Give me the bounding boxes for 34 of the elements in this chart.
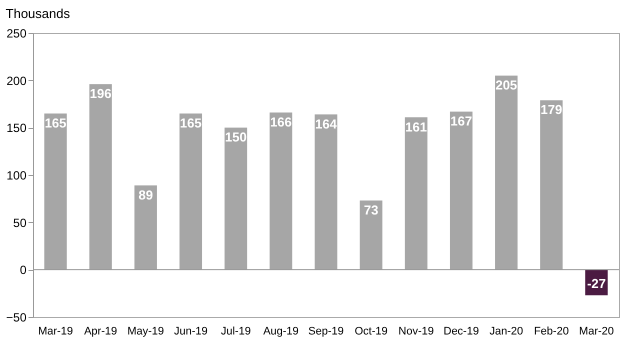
data-label: 167: [450, 114, 472, 129]
data-label: -27: [587, 276, 606, 292]
data-label: 165: [180, 115, 202, 130]
data-label: 166: [270, 114, 292, 130]
data-label: 161: [405, 119, 428, 134]
x-tick-label: Aug-19: [263, 326, 299, 338]
x-tick-label: Apr-19: [84, 326, 118, 338]
y-tick-label: 50: [13, 216, 27, 230]
x-tick-label: Jun-19: [174, 326, 208, 338]
data-label: 205: [495, 78, 518, 93]
y-tick-label: 150: [6, 121, 27, 136]
data-label: 73: [364, 202, 378, 218]
y-axis-title: Thousands: [6, 6, 70, 21]
x-tick-label: Dec-19: [443, 326, 479, 338]
data-label: 179: [540, 102, 562, 118]
y-tick-label: 200: [6, 74, 27, 88]
y-tick-label: 0: [20, 263, 27, 278]
data-label: 196: [90, 86, 112, 102]
x-tick-label: Mar-20: [579, 326, 614, 338]
data-label: 89: [138, 187, 153, 202]
x-tick-label: Jan-20: [489, 326, 524, 338]
x-tick-label: May-19: [127, 326, 164, 338]
y-tick-label: 100: [6, 168, 27, 182]
x-tick-label: Jul-19: [220, 326, 251, 338]
x-tick-label: Mar-19: [38, 326, 73, 338]
data-label: 164: [315, 116, 338, 132]
y-tick-label: −50: [6, 310, 27, 324]
data-label: 165: [44, 115, 66, 130]
y-tick-label: 250: [6, 26, 27, 40]
x-tick-label: Sep-19: [308, 326, 344, 338]
x-tick-label: Feb-20: [534, 326, 569, 338]
data-label: 150: [224, 130, 247, 145]
x-tick-label: Oct-19: [354, 326, 388, 338]
x-tick-label: Nov-19: [398, 326, 434, 338]
